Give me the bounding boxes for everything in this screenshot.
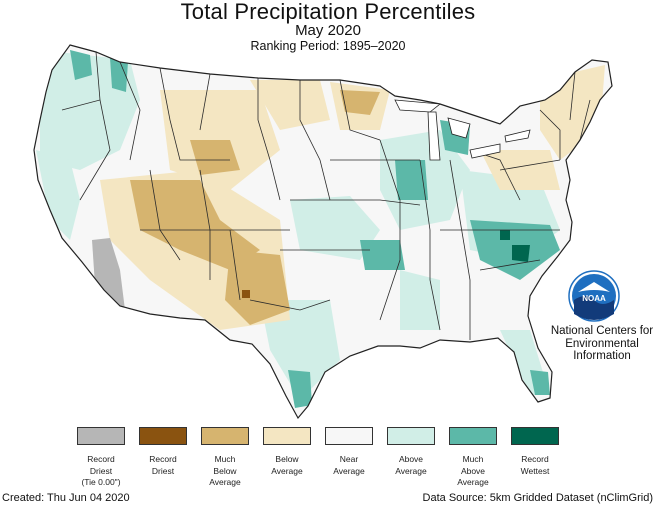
legend-swatch <box>387 427 435 445</box>
legend-item-above-average: Above Average <box>378 427 444 477</box>
legend-item-much-below-average: Much Below Average <box>192 427 258 489</box>
legend-label: Record Wettest <box>520 454 550 476</box>
above-average-southeast <box>400 270 440 330</box>
organization-line-3: Information <box>573 350 631 362</box>
much-below-average-minnesota <box>340 90 380 115</box>
organization-line-1: National Centers for <box>550 325 654 337</box>
much-above-average-iowa-illinois <box>395 160 428 200</box>
much-above-average-idaho <box>110 58 128 92</box>
above-average-central-plains <box>290 196 380 260</box>
legend-item-record-driest-tie: Record Driest (Tie 0.00") <box>68 427 134 489</box>
period-subtitle: May 2020 <box>295 22 361 39</box>
legend-swatch <box>511 427 559 445</box>
state-boundaries <box>61 51 591 340</box>
record-wettest-virginia <box>500 230 510 240</box>
percentile-regions <box>36 50 605 408</box>
great-lakes <box>394 99 531 161</box>
data-source: Data Source: 5km Gridded Dataset (nClimG… <box>422 492 653 504</box>
legend-label: Near Average <box>333 454 365 476</box>
above-average-california <box>36 150 80 240</box>
created-date: Created: Thu Jun 04 2020 <box>2 492 130 504</box>
legend-swatch <box>325 427 373 445</box>
legend-label: Much Below Average <box>209 454 241 487</box>
legend-swatch <box>449 427 497 445</box>
legend-swatch <box>201 427 249 445</box>
much-below-average-utah-colorado <box>130 180 260 270</box>
legend-item-much-above-average: Much Above Average <box>440 427 506 489</box>
legend-item-record-wettest: Record Wettest <box>502 427 568 477</box>
much-below-average-new-mexico <box>225 250 290 325</box>
organization-line-2: Environmental <box>565 337 639 350</box>
legend-item-below-average: Below Average <box>254 427 320 477</box>
legend-label: Record Driest (Tie 0.00") <box>81 454 121 487</box>
above-average-south-texas <box>260 300 340 400</box>
legend-item-near-average: Near Average <box>316 427 382 477</box>
organization-name: National Centers for Environmental Infor… <box>548 325 656 363</box>
much-above-average-south-texas <box>288 370 312 408</box>
legend-swatch <box>139 427 187 445</box>
map-legend: Record Driest (Tie 0.00") Record Driest … <box>68 427 568 497</box>
much-below-average-wyoming <box>190 140 240 175</box>
legend-label: Below Average <box>271 454 303 476</box>
legend-swatch <box>263 427 311 445</box>
legend-label: Above Average <box>395 454 427 476</box>
ranking-period: Ranking Period: 1895–2020 <box>250 39 406 53</box>
legend-label: Much Above Average <box>457 454 489 487</box>
noaa-logo-text: NOAA <box>582 294 606 303</box>
much-above-average-florida <box>530 370 550 395</box>
much-above-average-washington <box>70 50 92 80</box>
record-wettest-north-carolina <box>512 245 530 262</box>
legend-swatch <box>77 427 125 445</box>
legend-label: Record Driest <box>149 454 177 476</box>
record-driest-new-mexico <box>242 290 250 298</box>
below-average-northern-plains <box>250 80 330 130</box>
legend-item-record-driest: Record Driest <box>130 427 196 477</box>
page-title: Total Precipitation Percentiles <box>180 0 476 24</box>
precipitation-percentile-map <box>33 44 613 420</box>
much-above-average-arkansas <box>360 240 405 270</box>
noaa-logo-icon: NOAA <box>568 270 620 322</box>
